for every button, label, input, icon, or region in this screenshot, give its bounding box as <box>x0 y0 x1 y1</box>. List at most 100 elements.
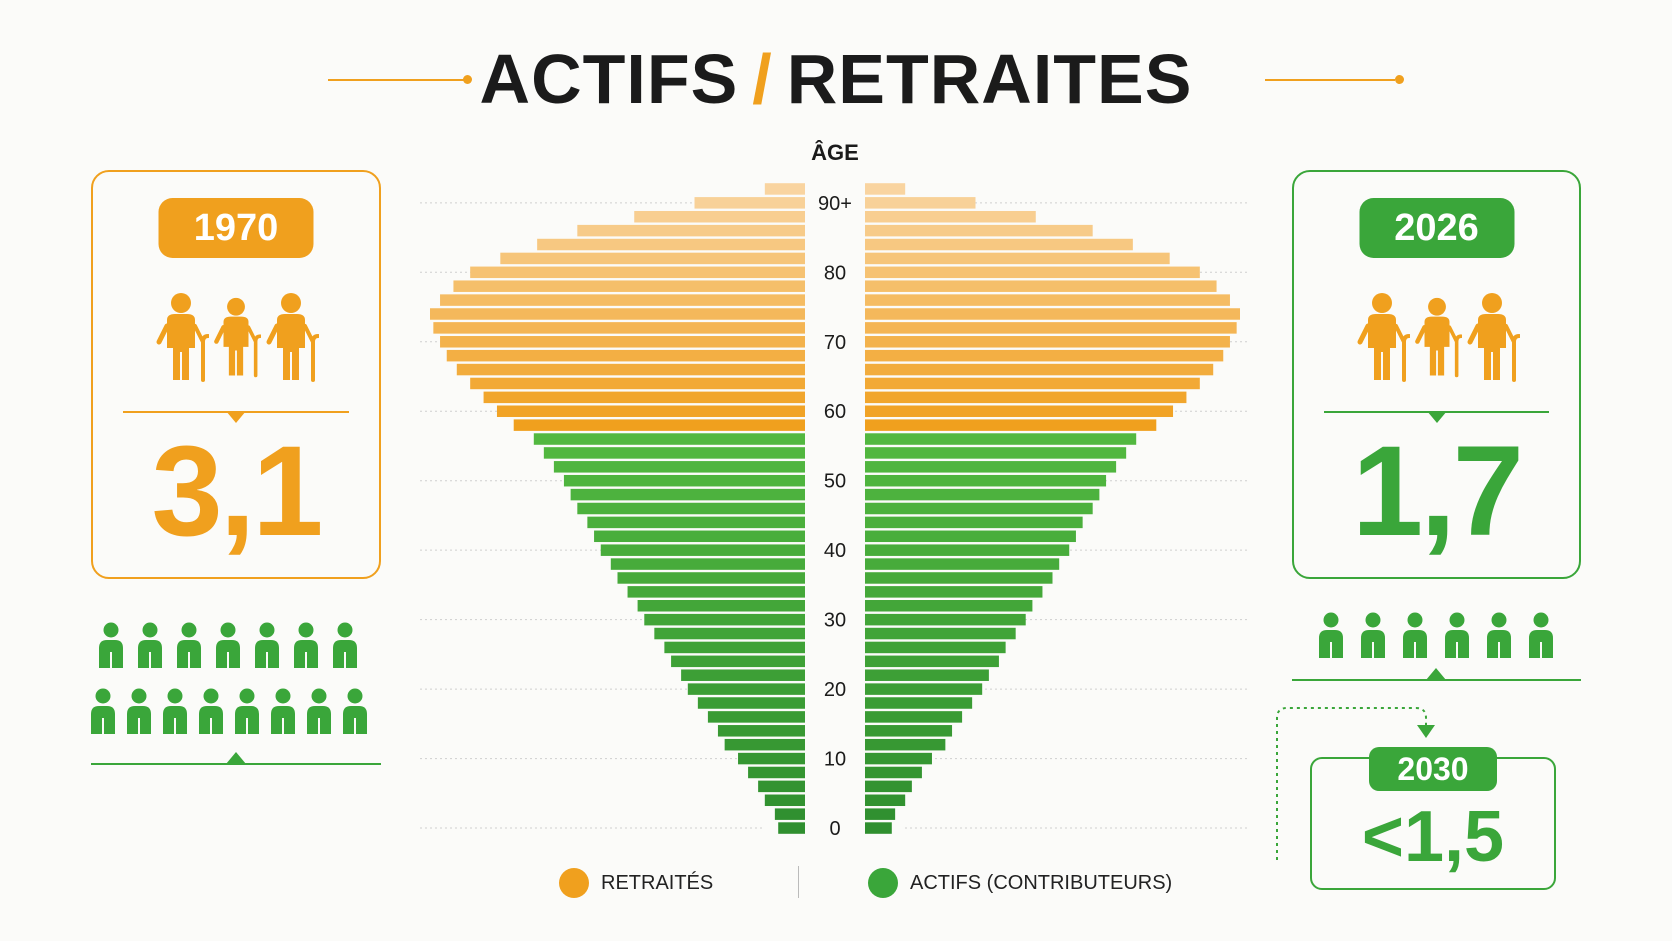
bar-retired-left <box>433 322 805 334</box>
bar-active-right <box>865 766 922 779</box>
workers-row-1 <box>98 622 358 668</box>
bar-retired-right <box>865 266 1200 279</box>
bar-retired-left <box>470 266 805 279</box>
bar-active-right <box>865 447 1127 459</box>
arrow-down-icon <box>226 411 246 423</box>
bar-active-left <box>637 600 805 612</box>
bar-retired-left <box>496 405 805 417</box>
card-2030: 2030 <1,5 <box>1310 747 1556 890</box>
legend-label-retired: RETRAITÉS <box>601 871 714 894</box>
bar-retired-left <box>456 363 805 376</box>
bar-retired-right <box>865 280 1217 292</box>
bar-active-right <box>865 558 1060 570</box>
legend-retired: RETRAITÉS <box>559 868 713 898</box>
person-icon <box>255 622 279 668</box>
bar-retired-right <box>865 405 1174 417</box>
bar-retired-left <box>634 210 805 223</box>
bar-active-right <box>865 738 946 751</box>
person-icon <box>163 688 187 734</box>
legend-swatch-retired <box>559 868 589 898</box>
tick-label-age: 10 <box>824 749 846 771</box>
bar-active-right <box>865 600 1033 612</box>
bar-active-left <box>533 433 805 445</box>
tick-label-age: 40 <box>824 540 846 562</box>
tick-label-age: 20 <box>824 679 846 701</box>
age-pyramid-chart: ÂGE 0 10 20 30 40 50 60 70 80 90+ <box>420 140 1250 840</box>
elderly-person-icon <box>214 297 261 378</box>
person-icon <box>307 688 331 734</box>
bar-retired-right <box>865 252 1170 265</box>
legend-label-active: ACTIFS (CONTRIBUTEURS) <box>910 871 1173 894</box>
elderly-person-icon <box>156 293 209 382</box>
title-retraites: RETRAITES <box>786 40 1193 118</box>
person-icon <box>294 622 318 668</box>
bar-active-right <box>865 808 896 820</box>
person-icon <box>1319 612 1343 658</box>
bar-active-left <box>681 669 805 681</box>
bar-active-left <box>738 752 805 765</box>
bar-retired-left <box>470 377 805 390</box>
elderly-person-icon <box>1414 297 1462 378</box>
bar-active-left <box>697 697 805 709</box>
person-icon <box>271 688 295 734</box>
bar-active-right <box>865 586 1043 598</box>
bar-active-right <box>865 572 1053 584</box>
bar-active-left <box>644 613 805 626</box>
tick-label-age: 0 <box>829 818 840 840</box>
projection-value-2030: <1,5 <box>1361 797 1505 877</box>
bar-active-right <box>865 461 1117 473</box>
person-icon <box>343 688 367 734</box>
bar-active-left <box>610 558 805 570</box>
bar-active-left <box>617 572 805 584</box>
tick-label-age: 90+ <box>818 193 852 215</box>
bar-active-left <box>654 627 805 640</box>
year-badge-2030: 2030 <box>1369 747 1497 791</box>
bar-retired-left <box>453 280 805 292</box>
bar-active-left <box>774 808 805 820</box>
ratio-value-2026: 1,7 <box>1352 420 1524 563</box>
ratio-value-1970: 3,1 <box>151 420 324 563</box>
person-icon <box>216 622 240 668</box>
bar-active-left <box>594 530 805 543</box>
arrow-down-icon <box>1417 725 1435 738</box>
bar-retired-right <box>865 210 1036 223</box>
person-icon <box>127 688 151 734</box>
title-left-dot <box>463 75 472 84</box>
bar-active-left <box>600 544 805 556</box>
title-left-line <box>328 79 468 81</box>
bar-active-right <box>865 627 1016 640</box>
workers-row-2026 <box>1318 612 1554 658</box>
bar-retired-left <box>483 391 805 404</box>
person-icon <box>199 688 223 734</box>
person-icon <box>1529 612 1553 658</box>
year-badge-2026: 2026 <box>1359 198 1514 258</box>
arrow-down-icon <box>1426 411 1447 423</box>
bar-active-left <box>563 474 805 487</box>
bar-retired-right <box>865 197 976 209</box>
bar-retired-right <box>865 363 1214 376</box>
bar-active-right <box>865 752 932 765</box>
bar-active-right <box>865 516 1083 529</box>
person-icon <box>1445 612 1469 658</box>
workers-baseline-1970 <box>91 763 381 765</box>
bar-active-left <box>764 794 805 807</box>
bar-active-right <box>865 502 1093 515</box>
bar-active-left <box>587 516 805 529</box>
person-icon <box>1403 612 1427 658</box>
title-actifs: ACTIFS <box>479 40 739 118</box>
bar-active-right <box>865 530 1076 543</box>
legend-separator <box>798 866 799 898</box>
page-title: ACTIFS / RETRAITES <box>0 34 1672 124</box>
arrow-up-icon <box>226 752 246 764</box>
bar-active-left <box>570 488 805 501</box>
bar-active-right <box>865 683 983 695</box>
tick-label-age: 70 <box>824 332 846 354</box>
person-icon <box>333 622 357 668</box>
bar-active-left <box>627 586 805 598</box>
bar-active-left <box>778 822 805 834</box>
title-right-line <box>1265 79 1395 81</box>
person-icon <box>91 688 115 734</box>
legend-swatch-active <box>868 868 898 898</box>
bar-retired-left <box>446 349 805 362</box>
bar-retired-right <box>865 294 1230 306</box>
